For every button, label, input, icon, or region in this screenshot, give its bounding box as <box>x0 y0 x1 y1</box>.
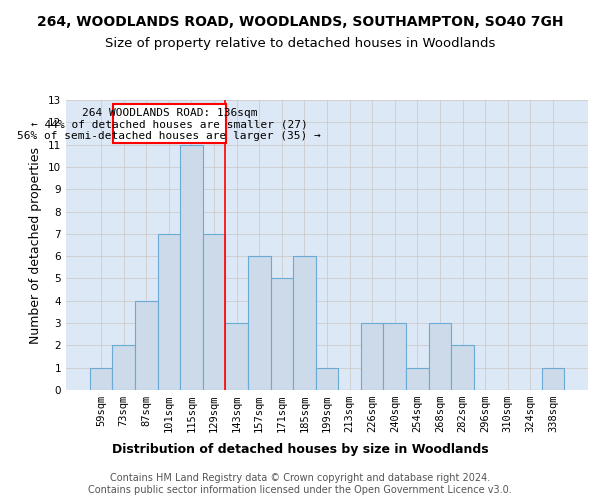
Text: ← 44% of detached houses are smaller (27): ← 44% of detached houses are smaller (27… <box>31 120 308 130</box>
Bar <box>158 234 180 390</box>
Bar <box>248 256 271 390</box>
Bar <box>406 368 428 390</box>
Text: 56% of semi-detached houses are larger (35) →: 56% of semi-detached houses are larger (… <box>17 131 321 141</box>
Text: Contains HM Land Registry data © Crown copyright and database right 2024.
Contai: Contains HM Land Registry data © Crown c… <box>88 474 512 495</box>
Bar <box>428 323 451 390</box>
FancyBboxPatch shape <box>113 104 226 143</box>
Bar <box>542 368 564 390</box>
Bar <box>383 323 406 390</box>
Y-axis label: Number of detached properties: Number of detached properties <box>29 146 43 344</box>
Bar <box>361 323 383 390</box>
Bar <box>135 301 158 390</box>
Bar <box>90 368 112 390</box>
Bar <box>112 346 135 390</box>
Bar <box>226 323 248 390</box>
Text: 264, WOODLANDS ROAD, WOODLANDS, SOUTHAMPTON, SO40 7GH: 264, WOODLANDS ROAD, WOODLANDS, SOUTHAMP… <box>37 15 563 29</box>
Text: Size of property relative to detached houses in Woodlands: Size of property relative to detached ho… <box>105 38 495 51</box>
Bar <box>316 368 338 390</box>
Bar <box>451 346 474 390</box>
Text: 264 WOODLANDS ROAD: 136sqm: 264 WOODLANDS ROAD: 136sqm <box>82 108 257 118</box>
Bar <box>293 256 316 390</box>
Text: Distribution of detached houses by size in Woodlands: Distribution of detached houses by size … <box>112 442 488 456</box>
Bar <box>180 144 203 390</box>
Bar <box>203 234 226 390</box>
Bar <box>271 278 293 390</box>
